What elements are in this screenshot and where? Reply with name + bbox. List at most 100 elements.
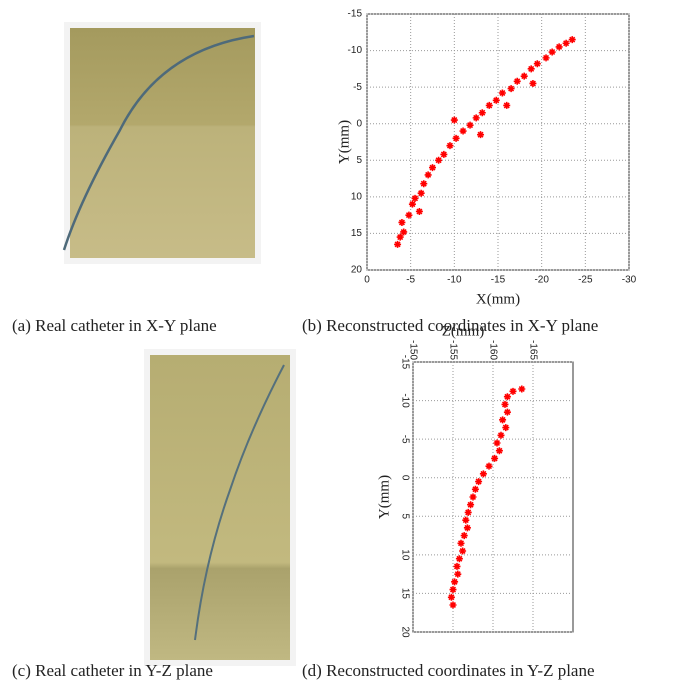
point: [472, 114, 480, 122]
photo-c: [144, 349, 296, 666]
y-tick-label: 0: [356, 118, 362, 129]
point: [408, 200, 416, 208]
point: [520, 72, 528, 80]
point: [424, 171, 432, 179]
y-tick-label: 10: [351, 191, 363, 202]
point: [459, 547, 467, 555]
point: [467, 501, 475, 509]
y-tick-label: 5: [399, 514, 410, 520]
point: [459, 127, 467, 135]
point: [396, 233, 404, 241]
point: [420, 180, 428, 188]
x-tick-label: -15: [491, 275, 506, 286]
y-tick-label: -15: [399, 355, 410, 370]
caption: (b) Reconstructed coordinates in X-Y pla…: [302, 316, 598, 335]
y-tick-label: -15: [348, 9, 363, 20]
point: [501, 400, 509, 408]
point: [493, 439, 501, 447]
y-tick-label: 20: [351, 265, 363, 276]
point: [568, 36, 576, 44]
point: [471, 485, 479, 493]
point: [452, 134, 460, 142]
point: [417, 189, 425, 197]
point: [503, 393, 511, 401]
point: [529, 79, 537, 87]
point: [411, 194, 419, 202]
point: [497, 431, 505, 439]
point: [460, 532, 468, 540]
y-tick-label: -5: [353, 82, 362, 93]
photo-a: [62, 22, 261, 264]
point: [509, 387, 517, 395]
point: [451, 578, 459, 586]
x-tick-label: 0: [364, 275, 370, 286]
y-tick-label: 5: [356, 155, 362, 166]
point: [469, 493, 477, 501]
point: [475, 478, 483, 486]
caption: (d) Reconstructed coordinates in Y-Z pla…: [302, 661, 595, 680]
point: [454, 570, 462, 578]
point: [463, 524, 471, 532]
point: [491, 454, 499, 462]
y-tick-label: 0: [399, 475, 410, 481]
point: [555, 43, 563, 51]
y-axis-label: Y(mm): [376, 475, 392, 519]
x-tick-label: -165: [527, 340, 538, 360]
point: [466, 121, 474, 129]
x-tick-label: -10: [447, 275, 462, 286]
y-tick-label: 15: [351, 228, 363, 239]
x-tick-label: -155: [447, 340, 458, 360]
point: [495, 447, 503, 455]
point: [449, 586, 457, 594]
point: [527, 65, 535, 73]
point: [499, 416, 507, 424]
point: [485, 101, 493, 109]
point: [498, 89, 506, 97]
point: [477, 131, 485, 139]
point: [400, 228, 408, 236]
point: [485, 462, 493, 470]
point: [562, 39, 570, 47]
caption: (a) Real catheter in X-Y plane: [12, 316, 217, 335]
point: [478, 109, 486, 117]
point: [518, 385, 526, 393]
x-tick-label: -160: [487, 340, 498, 360]
x-tick-label: -30: [622, 275, 637, 286]
point: [394, 240, 402, 248]
caption: (c) Real catheter in Y-Z plane: [12, 661, 213, 680]
point: [542, 54, 550, 62]
point: [398, 218, 406, 226]
x-tick-label: -5: [406, 275, 415, 286]
point: [513, 77, 521, 85]
x-tick-label: -25: [578, 275, 593, 286]
y-tick-label: 10: [399, 549, 410, 561]
point: [462, 516, 470, 524]
point: [457, 539, 465, 547]
point: [440, 150, 448, 158]
y-tick-label: 20: [399, 626, 410, 638]
y-tick-label: 15: [399, 588, 410, 600]
point: [453, 562, 461, 570]
y-tick-label: -10: [348, 45, 363, 56]
point: [507, 85, 515, 93]
point: [548, 48, 556, 56]
point: [502, 424, 510, 432]
point: [429, 164, 436, 172]
x-axis-label: X(mm): [476, 291, 520, 307]
x-axis-label: Z(mm): [442, 323, 485, 339]
point: [446, 142, 454, 150]
point: [405, 211, 413, 219]
point: [455, 555, 463, 563]
point: [450, 116, 458, 124]
point: [503, 101, 511, 109]
y-tick-label: -5: [399, 435, 410, 444]
x-tick-label: -20: [534, 275, 549, 286]
y-tick-label: -10: [399, 393, 410, 408]
point: [464, 508, 472, 516]
point: [503, 408, 511, 416]
point: [415, 207, 423, 215]
point: [533, 60, 541, 68]
point: [449, 601, 457, 609]
point: [479, 470, 487, 478]
